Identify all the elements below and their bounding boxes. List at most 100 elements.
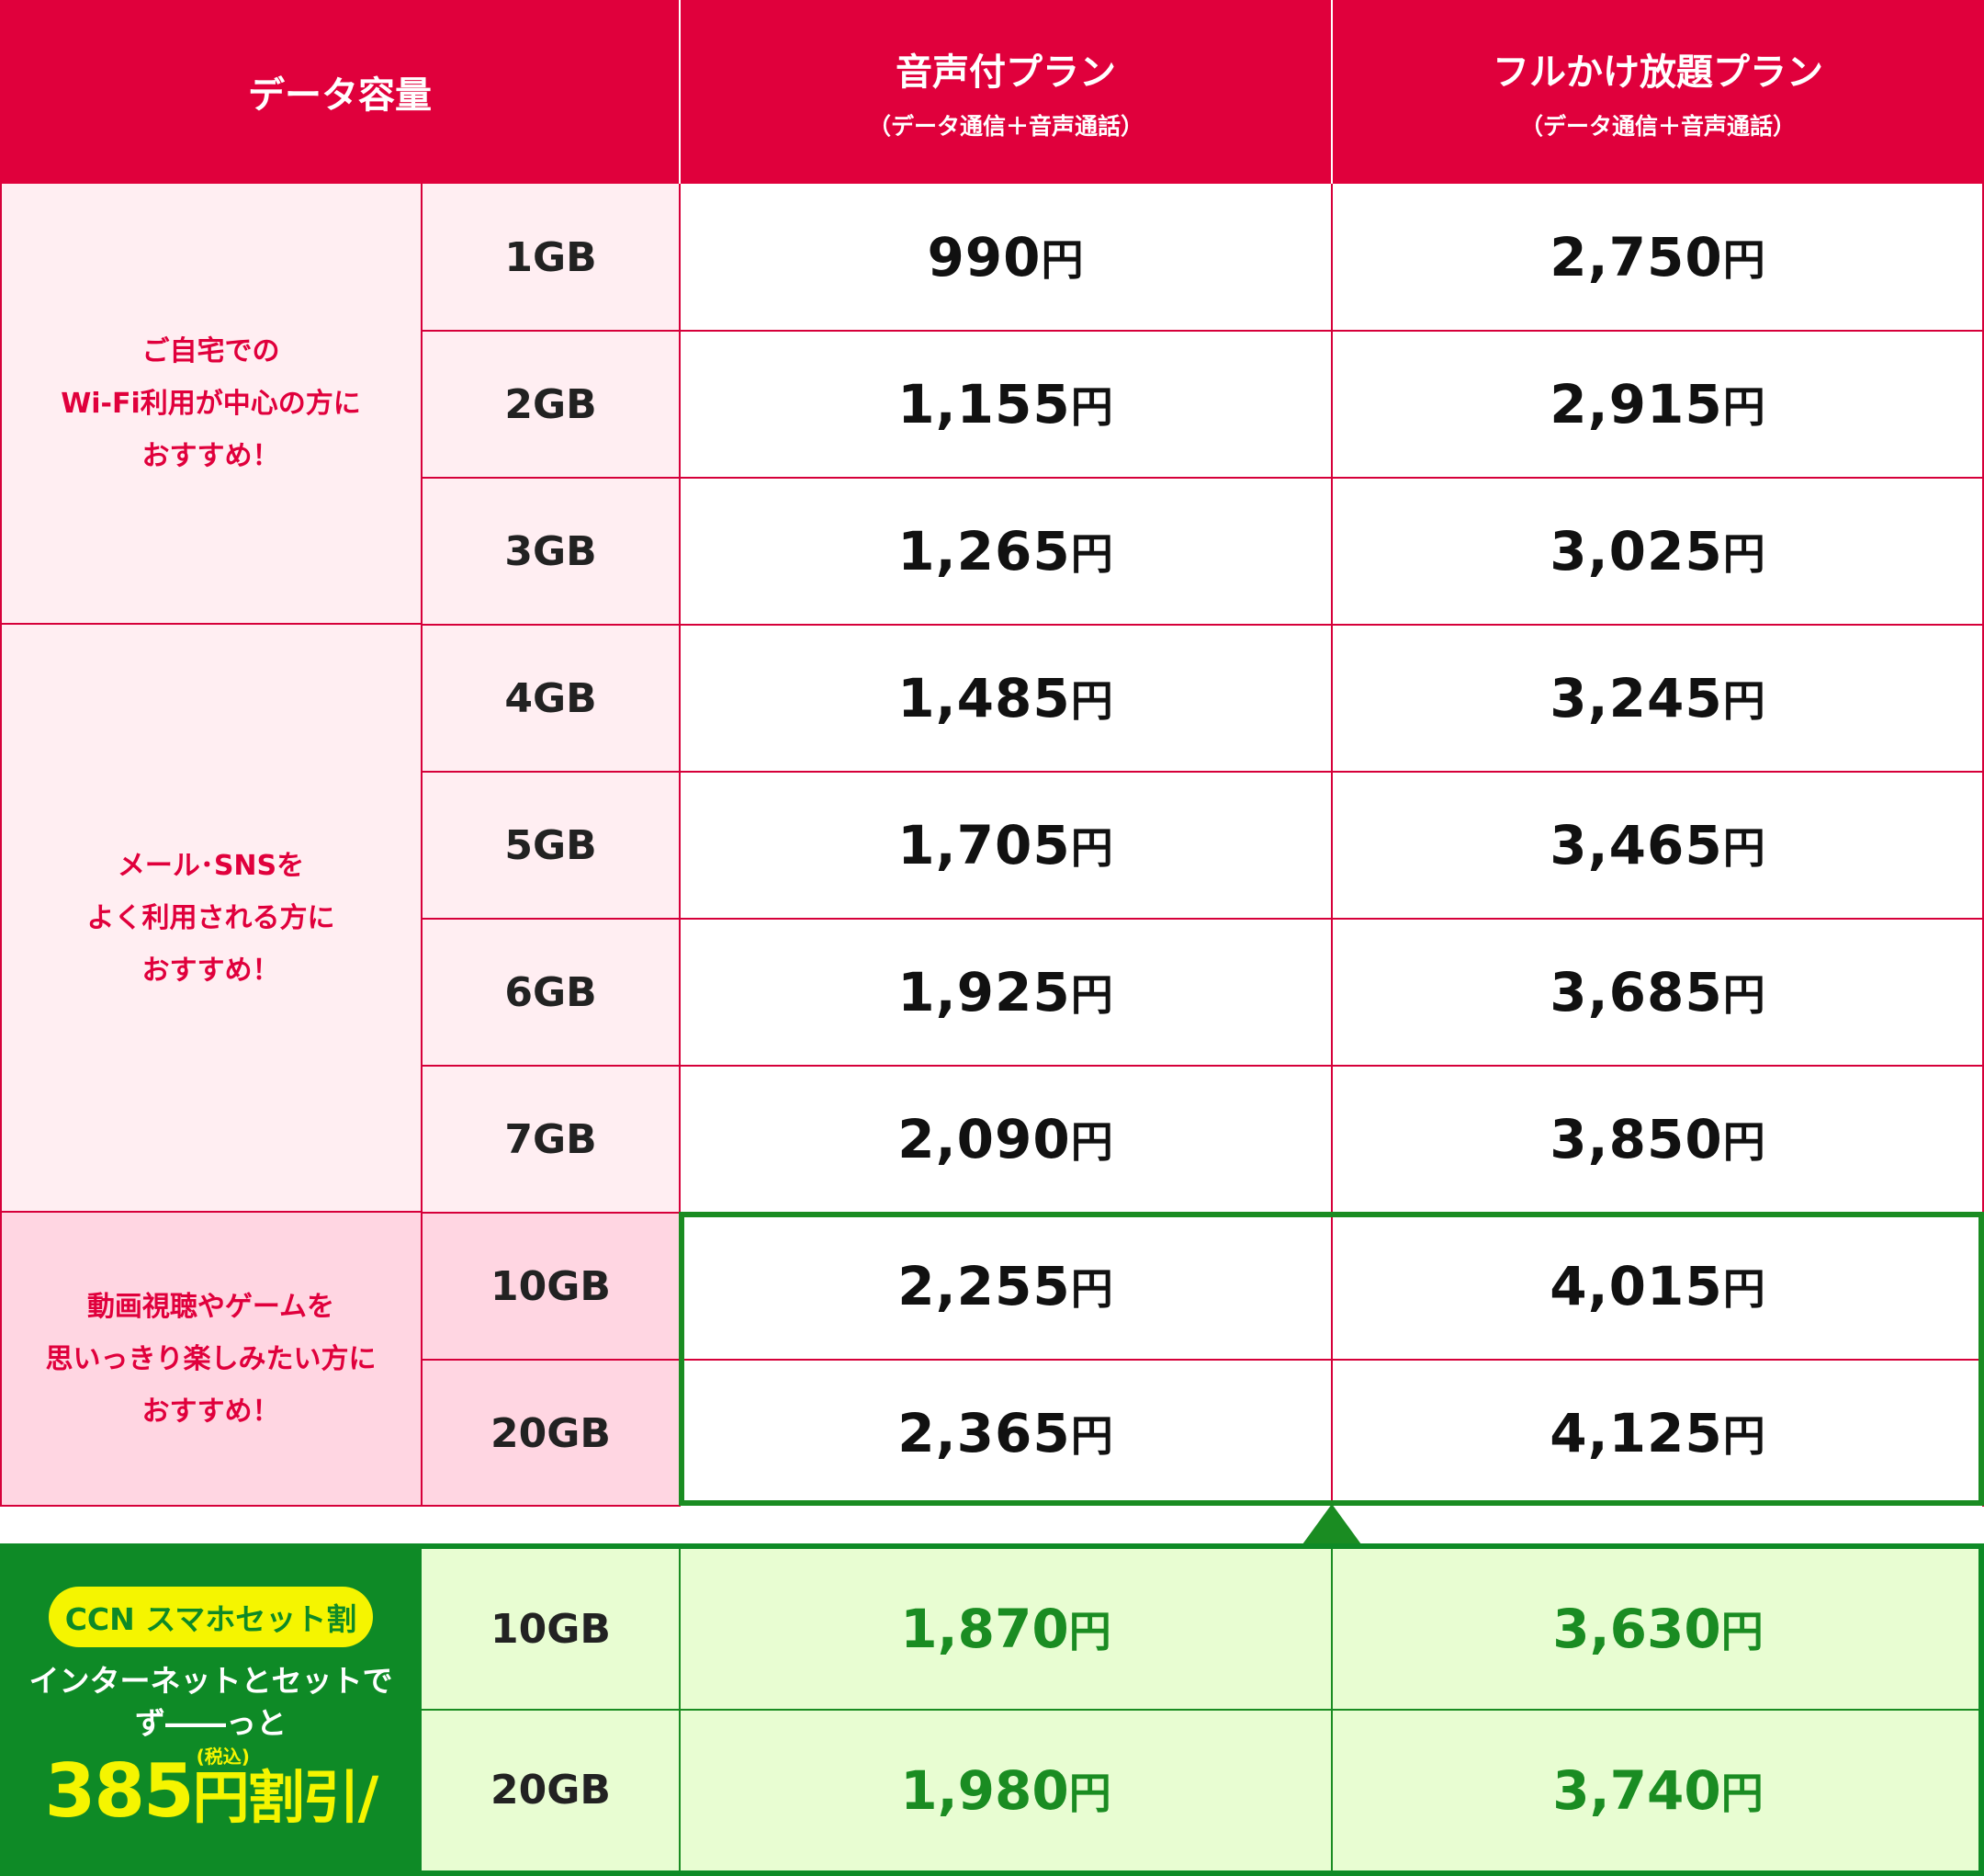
price-value: 1,485 xyxy=(897,667,1071,729)
plan-voice-title: 音声付プラン xyxy=(896,51,1116,94)
price-voice-cell: 1,705 円 xyxy=(680,772,1332,919)
price-unlimited-cell: 2,750 円 xyxy=(1332,184,1984,331)
grid-line xyxy=(422,918,1984,920)
grid-line xyxy=(0,184,2,1507)
price-value: 3,685 xyxy=(1550,961,1723,1023)
yen-unit: 円 xyxy=(1070,529,1114,579)
price-value: 2,365 xyxy=(897,1402,1071,1464)
yen-unit: 円 xyxy=(1722,235,1766,285)
promo-discount: 385 (税込) 円 割引/ xyxy=(45,1746,379,1834)
gb-cell: 20GB xyxy=(490,1409,611,1457)
category-wifi-text: ご自宅での Wi-Fi利用が中心の方に おすすめ！ xyxy=(61,335,361,472)
price-voice-cell: 990 円 xyxy=(680,184,1332,331)
price-value: 4,125 xyxy=(1550,1402,1723,1464)
header-plan-voice: 音声付プラン （データ通信＋音声通話） xyxy=(680,0,1332,184)
yen-unit: 円 xyxy=(1720,1607,1764,1656)
grid-line xyxy=(422,1065,1984,1067)
category-sns: メール･SNSを よく利用される方に おすすめ！ xyxy=(0,624,422,1212)
price-value: 2,915 xyxy=(1550,373,1723,435)
price-value: 3,850 xyxy=(1550,1108,1723,1170)
price-value: 1,155 xyxy=(897,373,1071,435)
price-voice-cell: 1,265 円 xyxy=(680,478,1332,625)
price-value: 1,265 xyxy=(897,520,1071,582)
grid-line xyxy=(0,623,422,625)
grid-line xyxy=(422,771,1984,773)
gb-cell: 5GB xyxy=(504,821,597,869)
yen-unit: 円 xyxy=(1070,382,1114,432)
price-value: 4,015 xyxy=(1550,1255,1723,1317)
yen-unit: 円 xyxy=(1722,1264,1766,1314)
price-unlimited-cell: 4,125 円 xyxy=(1332,1360,1984,1507)
grid-line xyxy=(1982,184,1984,1507)
price-value: 2,090 xyxy=(897,1108,1071,1170)
yen-unit: 円 xyxy=(1041,235,1085,285)
yen-unit: 円 xyxy=(1070,1411,1114,1461)
category-wifi: ご自宅での Wi-Fi利用が中心の方に おすすめ！ xyxy=(0,184,422,624)
gb-cell: 10GB xyxy=(490,1262,611,1310)
grid-line xyxy=(0,1211,422,1213)
promo-price-value: 1,870 xyxy=(900,1598,1069,1660)
promo-price-value: 3,630 xyxy=(1552,1598,1721,1660)
promo-suffix: 割引/ xyxy=(247,1763,379,1831)
yen-unit: 円 xyxy=(1722,382,1766,432)
category-cell-wifi xyxy=(0,184,422,624)
promo-price-unlimited-cell: 3,740 円 xyxy=(1332,1710,1984,1870)
yen-unit: 円 xyxy=(1722,1411,1766,1461)
price-unlimited-cell: 3,025 円 xyxy=(1332,478,1984,625)
gb-cell: 1GB xyxy=(504,233,597,281)
yen-unit: 円 xyxy=(1070,1117,1114,1167)
gb-cell: 2GB xyxy=(504,380,597,428)
promo-price-value: 1,980 xyxy=(900,1758,1069,1822)
promo-info: CCN スマホセット割 インターネットとセットで ず――っと 385 (税込) … xyxy=(0,1543,422,1876)
yen-unit: 円 xyxy=(1722,970,1766,1020)
grid-line xyxy=(422,624,1984,626)
yen-unit: 円 xyxy=(1068,1768,1111,1818)
grid-line xyxy=(422,1709,1978,1711)
promo-gb-cell: 10GB xyxy=(490,1605,611,1653)
price-voice-cell: 1,925 円 xyxy=(680,919,1332,1066)
grid-line xyxy=(422,330,1984,332)
price-value: 3,245 xyxy=(1550,667,1723,729)
plan-unlimited-title: フルかけ放題プラン xyxy=(1493,51,1823,94)
price-value: 1,925 xyxy=(897,961,1071,1023)
price-unlimited-cell: 4,015 円 xyxy=(1332,1213,1984,1360)
price-value: 990 xyxy=(927,226,1042,288)
grid-line xyxy=(1331,184,1333,1507)
highlight-frame xyxy=(679,1212,1984,1506)
gb-cell: 6GB xyxy=(504,968,597,1016)
yen-unit: 円 xyxy=(1070,676,1114,726)
gb-cell: 4GB xyxy=(504,674,597,722)
promo-price-voice-cell: 1,870 円 xyxy=(680,1549,1332,1709)
price-value: 2,750 xyxy=(1550,226,1723,288)
promo-price-unlimited-cell: 3,630 円 xyxy=(1332,1549,1984,1709)
yen-unit: 円 xyxy=(1722,823,1766,873)
category-sns-text: メール･SNSを よく利用される方に おすすめ！ xyxy=(86,849,335,987)
plan-voice-subtitle: （データ通信＋音声通話） xyxy=(867,113,1144,140)
yen-unit: 円 xyxy=(1070,823,1114,873)
promo-price-value: 3,740 xyxy=(1552,1758,1721,1822)
grid-line xyxy=(0,1505,680,1507)
yen-unit: 円 xyxy=(1720,1768,1764,1818)
price-unlimited-cell: 3,465 円 xyxy=(1332,772,1984,919)
price-voice-cell: 2,255 円 xyxy=(680,1213,1332,1360)
promo-price-voice-cell: 1,980 円 xyxy=(680,1710,1332,1870)
plan-unlimited-subtitle: （データ通信＋音声通話） xyxy=(1519,113,1796,140)
yen-unit: 円 xyxy=(1722,1117,1766,1167)
pointer-triangle-icon xyxy=(1302,1504,1361,1544)
category-video-text: 動画視聴やゲームを 思いっきり楽しみたい方に おすすめ！ xyxy=(45,1290,377,1428)
gb-cell: 3GB xyxy=(504,527,597,575)
price-unlimited-cell: 3,685 円 xyxy=(1332,919,1984,1066)
category-cell-video xyxy=(0,1212,422,1506)
promo-unit-wrap: (税込) 円 xyxy=(193,1746,250,1834)
grid-line xyxy=(421,184,423,1507)
price-value: 1,705 xyxy=(897,814,1071,876)
category-video: 動画視聴やゲームを 思いっきり楽しみたい方に おすすめ！ xyxy=(0,1212,422,1506)
header-data-capacity-label: データ容量 xyxy=(248,74,432,117)
price-unlimited-cell: 2,915 円 xyxy=(1332,331,1984,478)
yen-unit: 円 xyxy=(1070,1264,1114,1314)
header-data-capacity: データ容量 xyxy=(0,0,680,184)
promo-tax: (税込) xyxy=(196,1745,250,1768)
header-divider xyxy=(1331,0,1333,184)
price-voice-cell: 1,485 円 xyxy=(680,625,1332,772)
price-value: 3,025 xyxy=(1550,520,1723,582)
